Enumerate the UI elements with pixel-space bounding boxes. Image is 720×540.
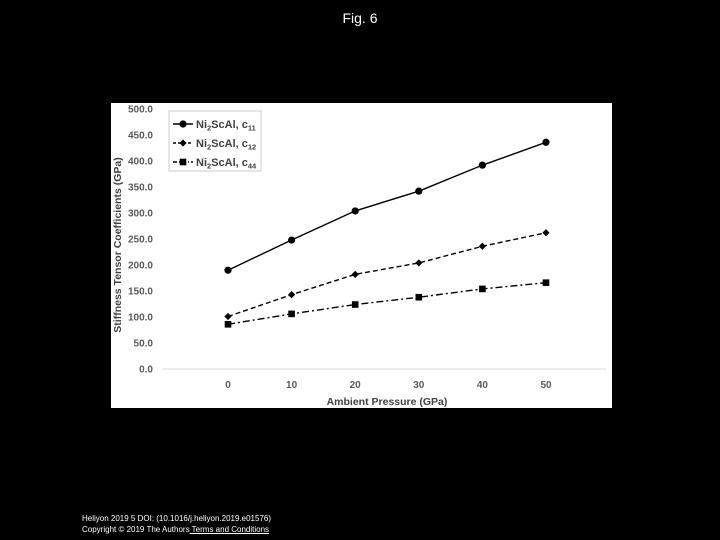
line-chart: 0.050.0100.0150.0200.0250.0300.0350.0400… (112, 105, 606, 408)
data-point-square (351, 301, 359, 308)
data-point-square (288, 310, 295, 318)
legend-marker-diamond (179, 139, 187, 147)
legend-label-subscript: 2 (207, 162, 211, 171)
x-tick-label: 50 (540, 380, 552, 391)
y-tick-label: 400.0 (128, 157, 153, 168)
y-tick-label: 200.0 (128, 261, 153, 272)
series-12 (224, 229, 550, 321)
y-tick-label: 0.0 (139, 365, 153, 376)
legend-label-text: Ni (196, 138, 207, 150)
data-point-diamond (542, 229, 550, 237)
y-axis-title: Stiffness Tensor Coefficients (GPa) (112, 157, 124, 332)
footer: Heliyon 2019 5 DOI: (10.1016/j.heliyon.2… (82, 513, 271, 535)
data-point-diamond (351, 270, 359, 278)
x-tick-label: 20 (350, 380, 362, 391)
y-tick-label: 150.0 (128, 287, 153, 298)
data-point-square (224, 320, 232, 328)
y-tick-label: 450.0 (128, 131, 153, 142)
slide-title: Fig. 6 (342, 10, 378, 26)
y-tick-label: 100.0 (128, 313, 153, 324)
legend-label-subscript: 11 (248, 124, 256, 133)
legend-label-subscript: 2 (207, 124, 211, 133)
x-tick-label: 0 (225, 380, 231, 391)
legend-label: Ni2ScAl, c11 (196, 119, 256, 133)
x-tick-label: 40 (477, 380, 489, 391)
y-tick-label: 250.0 (128, 235, 153, 246)
data-point-circle (478, 161, 486, 169)
copyright-text: Copyright © 2019 The Authors (82, 525, 190, 534)
legend-label-subscript: 44 (248, 162, 257, 171)
figure-panel: 0.0 50.0 100.0 150.0 200.0 250.0 300.0 350.0 400… (111, 103, 612, 408)
legend-item: Ni2ScAl, c12 (173, 138, 256, 152)
series-11 (224, 138, 550, 274)
series-layer (224, 138, 550, 328)
legend-marker-circle (179, 120, 187, 128)
series-line (227, 281, 547, 325)
legend-label-subscript: 2 (207, 143, 211, 152)
legend-item: Ni2ScAl, c11 (173, 119, 256, 133)
data-point-circle (351, 207, 359, 215)
legend-marker-square (179, 158, 187, 166)
y-tick-label: 50.0 (134, 339, 154, 350)
x-axis-title: Ambient Pressure (GPa) (327, 396, 448, 408)
data-point-square (542, 279, 550, 286)
y-axis-tick-labels: 0.0 50.0 100.0 150.0 200.0 250.0 300.0 350.0 400… (128, 105, 153, 376)
data-point-circle (288, 236, 296, 244)
legend-label-text: Ni (196, 157, 207, 169)
data-point-circle (542, 138, 550, 146)
legend-item: Ni2ScAl, c44 (173, 157, 257, 171)
data-point-diamond (224, 312, 232, 321)
series-line (227, 232, 547, 318)
x-tick-label: 10 (286, 380, 298, 391)
data-point-square (479, 285, 486, 293)
y-tick-label: 350.0 (128, 183, 153, 194)
data-point-square (415, 293, 423, 301)
terms-link[interactable]: Terms and Conditions (189, 525, 270, 534)
legend-label: Ni2ScAl, c12 (196, 138, 256, 152)
series-44 (224, 279, 550, 328)
data-point-diamond (415, 259, 423, 267)
citation-text: Heliyon 2019 5 DOI: (10.1016/j.heliyon.2… (82, 514, 272, 523)
series-line (227, 141, 547, 271)
data-point-circle (224, 266, 232, 274)
data-point-diamond (478, 242, 486, 250)
y-tick-label: 300.0 (128, 209, 153, 220)
legend-label-text: ScAl, c (211, 138, 248, 150)
legend-label-text: ScAl, c (211, 119, 248, 131)
legend-label-text: ScAl, c (211, 157, 248, 169)
legend-label-subscript: 12 (248, 143, 256, 152)
x-tick-label: 30 (413, 380, 425, 391)
x-axis-tick-labels: 0 10 20 30 40 50 (225, 380, 552, 391)
legend-label: Ni2ScAl, c44 (196, 157, 257, 171)
data-point-circle (415, 187, 423, 195)
legend-label-text: Ni (196, 119, 207, 131)
y-tick-label: 500.0 (128, 105, 153, 116)
data-point-diamond (288, 291, 296, 299)
copyright-line: Copyright © 2019 The Authors Terms and C… (82, 524, 271, 535)
